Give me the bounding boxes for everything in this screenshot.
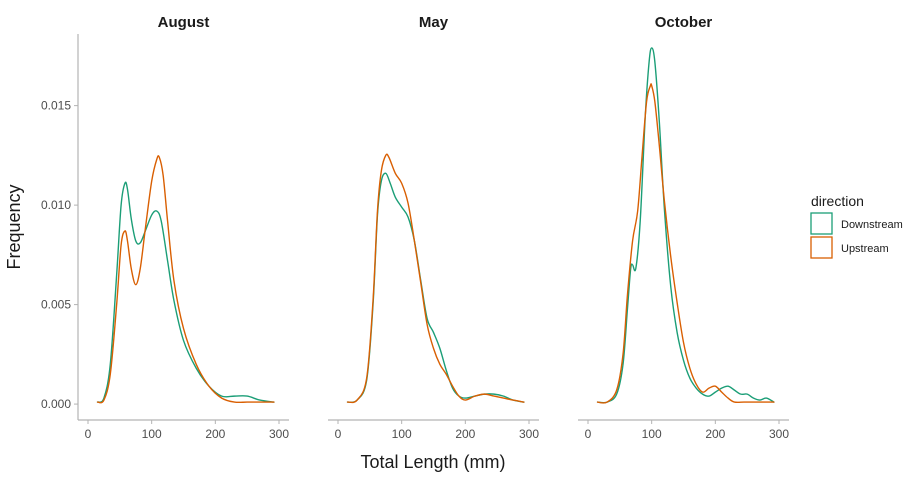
x-tick-label: 200 bbox=[205, 427, 225, 441]
legend-entries: Downstream Upstream bbox=[810, 212, 903, 259]
legend: direction Downstream Upstream bbox=[810, 193, 903, 259]
density-line-upstream bbox=[346, 153, 525, 404]
y-tick-label: 0.015 bbox=[41, 99, 71, 113]
legend-entry-upstream: Upstream bbox=[810, 236, 889, 259]
y-tick-label: 0.010 bbox=[41, 198, 71, 212]
facet-panels: August 0 100 200 300 0.000 0.005 0.010 0.015 May 0… bbox=[41, 14, 789, 441]
facet-title: October bbox=[655, 14, 713, 31]
x-tick-label: 100 bbox=[642, 427, 662, 441]
facet-title: August bbox=[158, 14, 210, 31]
axis-titles: Total Length (mm) Frequency bbox=[4, 184, 506, 472]
x-tick-label: 0 bbox=[335, 427, 342, 441]
y-tick-label: 0.005 bbox=[41, 298, 71, 312]
y-tick-label: 0.000 bbox=[41, 397, 71, 411]
legend-label: Upstream bbox=[841, 243, 889, 255]
x-tick-label: 100 bbox=[392, 427, 412, 441]
x-tick-label: 0 bbox=[85, 427, 92, 441]
x-tick-label: 300 bbox=[269, 427, 289, 441]
legend-key bbox=[810, 236, 833, 259]
density-line-upstream bbox=[596, 83, 775, 404]
x-tick-label: 200 bbox=[455, 427, 475, 441]
facet-title: May bbox=[419, 14, 449, 31]
x-tick-label: 200 bbox=[705, 427, 725, 441]
legend-key bbox=[810, 212, 833, 235]
x-tick-label: 0 bbox=[585, 427, 592, 441]
density-line-downstream bbox=[96, 181, 275, 403]
density-line-upstream bbox=[96, 155, 275, 404]
facet-august: August 0 100 200 300 0.000 0.005 0.010 0.015 bbox=[41, 14, 289, 441]
legend-label: Downstream bbox=[841, 219, 903, 231]
legend-entry-downstream: Downstream bbox=[810, 212, 903, 235]
x-tick-label: 300 bbox=[519, 427, 539, 441]
x-axis-title: Total Length (mm) bbox=[360, 452, 505, 472]
x-tick-label: 300 bbox=[769, 427, 789, 441]
y-axis-title: Frequency bbox=[4, 184, 24, 269]
legend-title: direction bbox=[811, 193, 864, 209]
facet-october: October 0 100 200 300 bbox=[578, 14, 789, 441]
density-line-downstream bbox=[596, 47, 775, 404]
x-tick-label: 100 bbox=[142, 427, 162, 441]
facet-may: May 0 100 200 300 bbox=[328, 14, 539, 441]
